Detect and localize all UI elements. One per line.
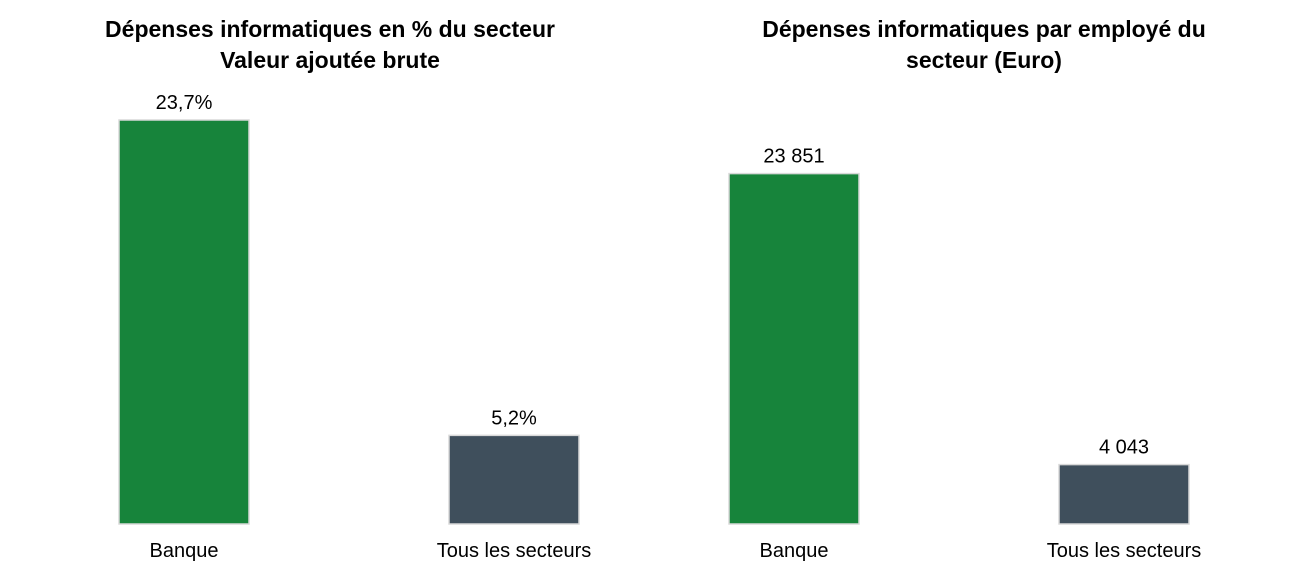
bar-banque: [728, 172, 860, 525]
chart-plot: 23,7% Banque 5,2% Tous les secteurs: [118, 92, 592, 562]
chart-title-line-1: Dépenses informatiques en % du secteur: [105, 16, 555, 42]
chart-it-spend-pct: Dépenses informatiques en % du secteur V…: [0, 14, 660, 562]
category-label: Tous les secteurs: [437, 540, 592, 562]
bar-tous-les-secteurs: [1058, 463, 1190, 525]
category-label: Banque: [150, 540, 219, 562]
chart-plot: 23 851 Banque 4 043 Tous les secteurs: [728, 146, 1202, 562]
data-label: 5,2%: [491, 407, 537, 429]
chart-title-line-2: secteur (Euro): [906, 47, 1062, 73]
data-label: 23,7%: [156, 92, 213, 114]
data-label: 4 043: [1099, 437, 1149, 459]
category-label: Banque: [760, 540, 829, 562]
chart-title: Dépenses informatiques en % du secteur V…: [0, 14, 660, 76]
data-label: 23 851: [763, 146, 824, 168]
chart-title: Dépenses informatiques par employé du se…: [660, 14, 1308, 76]
category-label: Tous les secteurs: [1047, 540, 1202, 562]
chart-it-spend-per-employee: Dépenses informatiques par employé du se…: [660, 0, 1308, 575]
chart-title-line-2: Valeur ajoutée brute: [220, 47, 440, 73]
chart-title-line-1: Dépenses informatiques par employé du: [762, 16, 1206, 42]
bar-banque: [118, 119, 250, 525]
bar-tous-les-secteurs: [448, 434, 580, 525]
